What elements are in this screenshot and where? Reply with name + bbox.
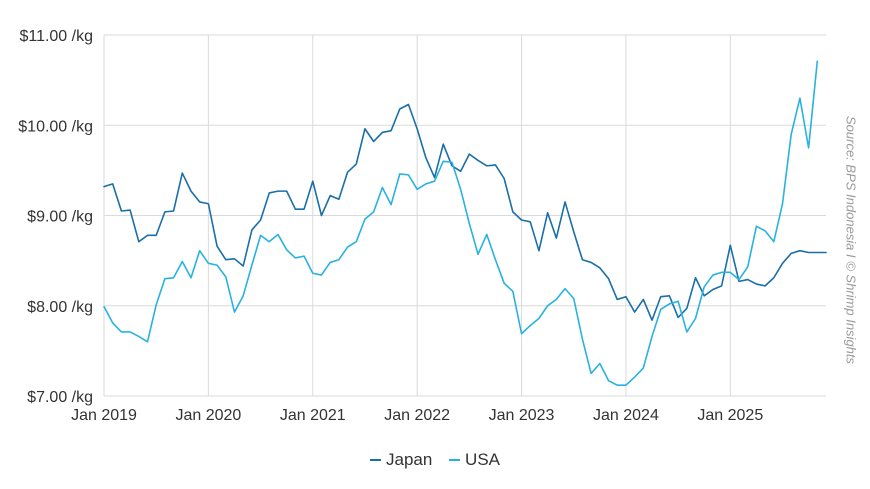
- x-tick-label: Jan 2022: [384, 407, 450, 424]
- y-tick-label: $10.00 /kg: [18, 118, 93, 135]
- legend-label-usa: USA: [465, 450, 501, 469]
- x-tick-label: Jan 2023: [489, 407, 555, 424]
- y-tick-label: $9.00 /kg: [27, 209, 93, 226]
- y-tick-label: $8.00 /kg: [27, 299, 93, 316]
- x-tick-label: Jan 2024: [593, 407, 659, 424]
- series-line-usa: [103, 60, 819, 386]
- legend-item-usa[interactable]: USA: [449, 450, 500, 470]
- legend-swatch-japan: [369, 459, 381, 461]
- y-tick-label: $7.00 /kg: [27, 389, 93, 406]
- x-tick-label: Jan 2019: [71, 407, 137, 424]
- legend-label-japan: Japan: [385, 450, 433, 469]
- series-line-japan: [103, 103, 827, 321]
- x-tick-label: Jan 2021: [280, 407, 346, 424]
- x-tick-label: Jan 2025: [697, 407, 763, 424]
- series-lines: [103, 60, 827, 386]
- y-axis-tick-labels: $7.00 /kg $8.00 /kg $9.00 /kg $10.00 /kg $11…: [18, 28, 93, 406]
- y-tick-label: $11.00 /kg: [19, 28, 93, 45]
- legend-swatch-usa: [449, 459, 461, 461]
- gridlines: [103, 34, 826, 397]
- x-axis-tick-labels: Jan 2019 Jan 2020 Jan 2021 Jan 2022 Jan 2023…: [71, 407, 763, 424]
- source-note: Source: BPS Indonesia I © Shrimp Insight…: [844, 116, 859, 365]
- legend-item-japan[interactable]: Japan: [369, 450, 433, 470]
- legend: Japan USA: [0, 446, 870, 470]
- x-tick-label: Jan 2020: [175, 407, 241, 424]
